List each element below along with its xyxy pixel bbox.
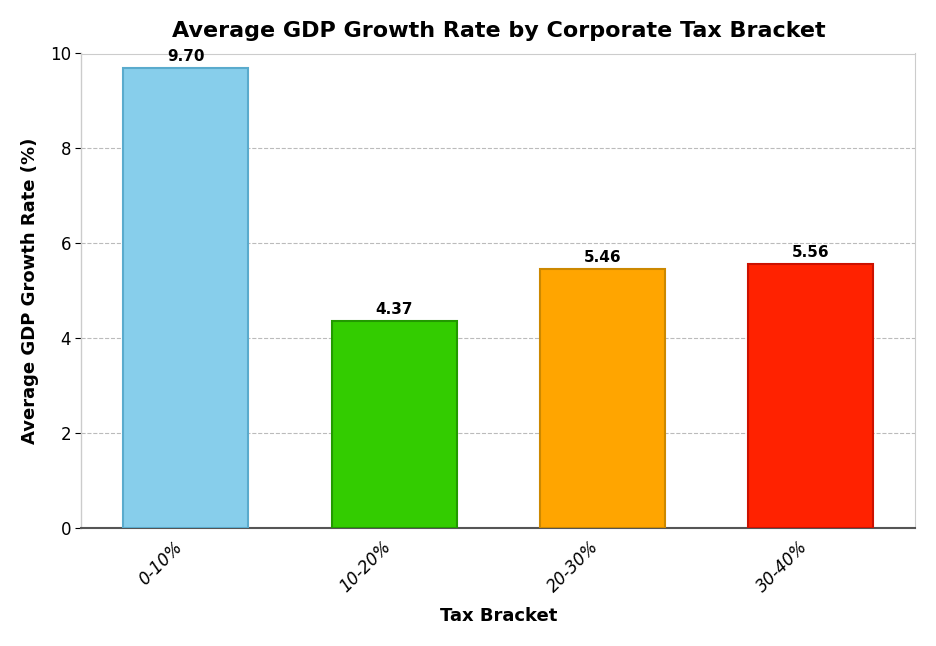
Text: 5.46: 5.46 (584, 250, 622, 266)
Bar (124, 68, 248, 528)
Text: 9.70: 9.70 (167, 49, 204, 64)
X-axis label: Tax Bracket: Tax Bracket (440, 607, 557, 625)
Bar (749, 264, 873, 528)
Bar (331, 321, 457, 528)
Title: Average GDP Growth Rate by Corporate Tax Bracket: Average GDP Growth Rate by Corporate Tax… (171, 21, 826, 41)
Y-axis label: Average GDP Growth Rate (%): Average GDP Growth Rate (%) (21, 138, 38, 444)
Bar (540, 269, 665, 528)
Text: 4.37: 4.37 (375, 302, 413, 317)
Text: 5.56: 5.56 (792, 245, 830, 260)
